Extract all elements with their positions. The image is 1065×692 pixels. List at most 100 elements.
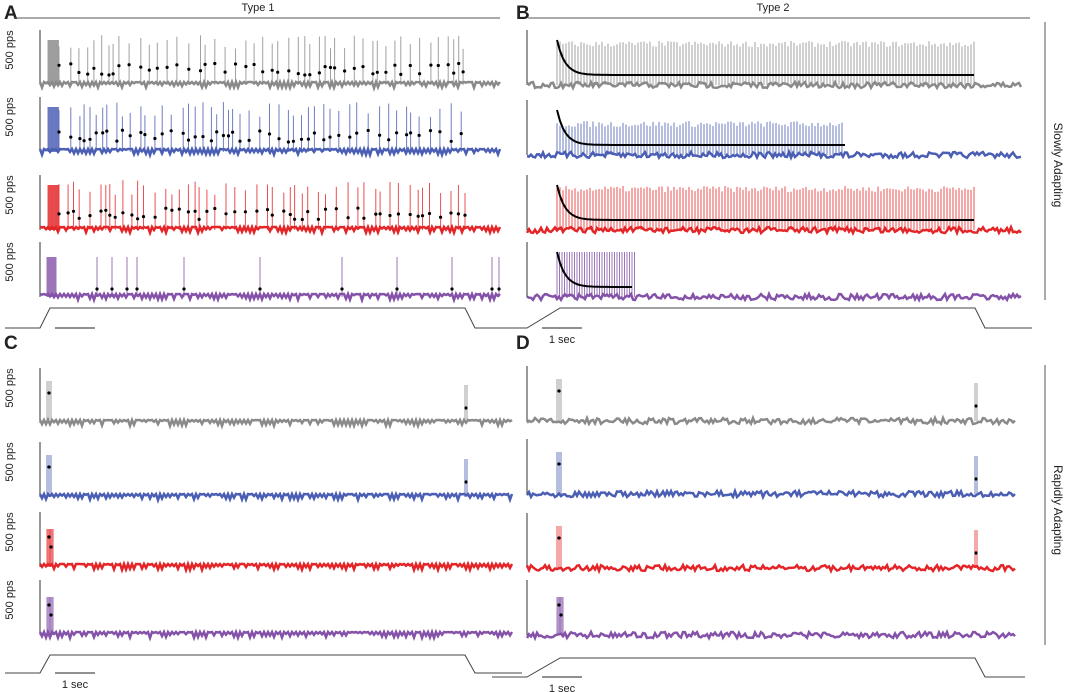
- rate-dot: [288, 212, 292, 217]
- rate-dot: [205, 209, 209, 213]
- panel-label: D: [516, 333, 530, 354]
- rate-dot: [197, 217, 201, 221]
- rate-dot: [270, 68, 274, 72]
- rate-dot: [293, 217, 297, 221]
- rate-dot: [57, 130, 61, 134]
- y-label: 500 pps: [4, 97, 16, 137]
- rate-dot: [47, 603, 51, 607]
- rate-dot: [427, 211, 432, 216]
- rate-dot: [408, 212, 412, 217]
- rate-dot: [286, 140, 290, 144]
- rate-dot: [265, 208, 270, 212]
- rate-dot: [490, 287, 494, 291]
- rate-dot: [139, 65, 143, 69]
- rate-dot: [164, 206, 168, 210]
- side-label: Slowly Adapting: [1051, 123, 1065, 208]
- rate-dot: [107, 73, 111, 77]
- rate-dot: [224, 212, 228, 216]
- rate-dot: [375, 70, 379, 74]
- rate-dot: [343, 69, 347, 73]
- rate-dot: [328, 135, 332, 139]
- rate-dot: [323, 207, 328, 211]
- rate-dot: [291, 139, 295, 143]
- rate-dot: [316, 217, 320, 221]
- rate-dot: [221, 133, 225, 138]
- rate-dot: [120, 128, 124, 132]
- panel-label: B: [516, 3, 530, 24]
- noise: [526, 79, 1023, 91]
- rate-dot: [277, 137, 281, 141]
- rate-dot: [418, 72, 422, 76]
- rate-dot: [186, 210, 190, 214]
- rate-dot: [356, 206, 360, 210]
- rate-dot: [395, 131, 399, 135]
- noise: [38, 490, 514, 504]
- rate-dot: [334, 207, 338, 211]
- rate-dot: [463, 213, 467, 217]
- noise: [39, 223, 502, 237]
- rate-dot: [169, 129, 173, 133]
- rate-dot: [464, 406, 468, 410]
- rate-dot: [439, 215, 443, 219]
- rate-dot: [95, 287, 99, 291]
- rate-curve: [556, 39, 974, 76]
- rate-curve: [556, 109, 845, 146]
- rate-dot: [49, 545, 53, 549]
- rate-dot: [143, 133, 147, 137]
- rate-dot: [153, 215, 157, 219]
- rate-dot: [94, 131, 98, 135]
- rate-dot: [82, 139, 86, 143]
- noise: [38, 78, 501, 92]
- rate-dot: [333, 66, 337, 70]
- rate-dot: [92, 66, 96, 70]
- rate-dot: [348, 135, 352, 139]
- rate-dot: [557, 536, 561, 540]
- rate-dot: [322, 138, 326, 142]
- rate-dot: [497, 287, 501, 291]
- rate-dot: [306, 210, 310, 214]
- rate-dot: [388, 213, 392, 218]
- rate-dot: [303, 73, 307, 77]
- panel-label: C: [4, 333, 18, 354]
- rate-dot: [187, 67, 191, 71]
- rate-dot: [105, 129, 109, 133]
- rate-dot: [231, 130, 235, 134]
- rate-dot: [461, 70, 465, 74]
- rate-dot: [459, 132, 463, 136]
- y-label: 500 pps: [4, 512, 16, 552]
- rate-dot: [104, 208, 108, 212]
- noise: [526, 414, 1016, 427]
- rate-dot: [258, 129, 262, 133]
- rate-dot: [255, 209, 259, 213]
- panel-title: Type 1: [241, 2, 274, 14]
- rate-dot: [130, 213, 134, 217]
- rate-dot: [308, 73, 312, 77]
- rate-dot: [209, 139, 213, 143]
- rate-dot: [69, 62, 73, 66]
- rate-dot: [111, 72, 115, 76]
- rate-dot: [409, 131, 413, 135]
- rate-dot: [399, 72, 403, 76]
- panel-label: A: [4, 3, 18, 24]
- rate-dot: [974, 404, 978, 408]
- rate-dot: [355, 131, 359, 135]
- rate-dot: [100, 72, 104, 76]
- rate-dot: [449, 211, 453, 215]
- rate-dot: [258, 287, 262, 291]
- rate-dot: [374, 212, 378, 216]
- rate-dot: [299, 137, 304, 141]
- rate-dot: [449, 139, 453, 143]
- rate-dot: [452, 71, 456, 75]
- rate-dot: [247, 138, 251, 142]
- rate-dot: [57, 63, 61, 67]
- rate-dot: [282, 209, 286, 213]
- rate-dot: [429, 63, 433, 67]
- rate-dot: [384, 70, 388, 74]
- noise: [38, 416, 513, 430]
- rate-dot: [974, 477, 978, 481]
- rate-dot: [198, 69, 203, 73]
- rate-dot: [317, 71, 321, 75]
- rate-dot: [296, 72, 300, 76]
- rate-dot: [57, 212, 61, 216]
- rate-dot: [557, 462, 561, 466]
